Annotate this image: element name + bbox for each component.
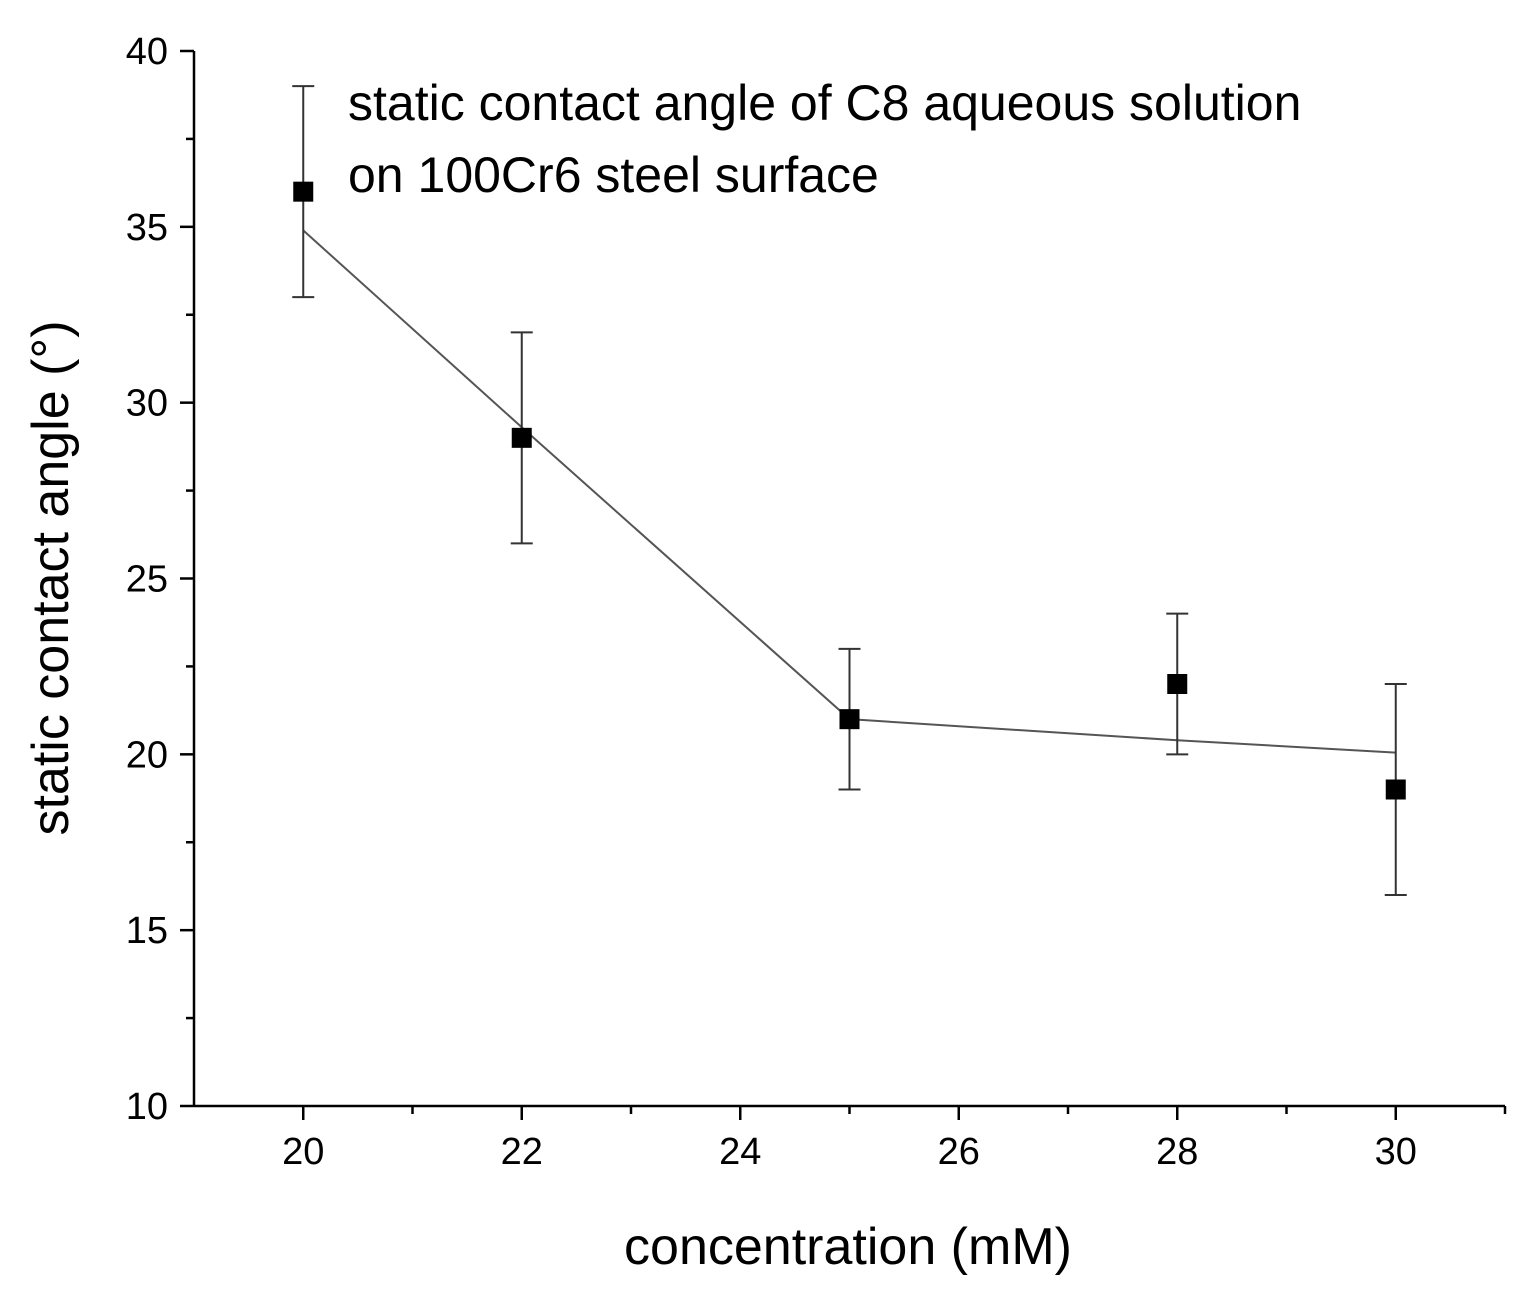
x-tick-label: 26 (938, 1131, 980, 1173)
y-axis-title: static contact angle (°) (22, 320, 80, 835)
y-tick-label: 20 (126, 734, 168, 776)
y-tick-label: 40 (126, 31, 168, 73)
data-point-marker (511, 427, 532, 448)
data-point-marker (839, 709, 860, 730)
error-bars (292, 85, 1407, 896)
x-tick-label: 20 (282, 1131, 324, 1173)
data-point-marker (1385, 779, 1406, 800)
y-tick-label: 30 (126, 383, 168, 425)
legend: static contact angle of C8 aqueous solut… (348, 75, 1301, 203)
y-tick-label: 10 (126, 1086, 168, 1128)
axes: 20 22 24 26 28 30 10 15 20 25 30 35 40 (126, 31, 1507, 1173)
x-tick-label: 28 (1156, 1131, 1198, 1173)
x-axis-title: concentration (mM) (624, 1218, 1072, 1276)
legend-line-2: on 100Cr6 steel surface (348, 147, 879, 203)
data-point-marker (1167, 674, 1188, 694)
x-tick-label: 24 (719, 1131, 761, 1173)
y-tick-label: 35 (126, 207, 168, 249)
data-point-marker (293, 181, 314, 202)
y-tick-label: 15 (126, 910, 168, 952)
x-tick-label: 22 (501, 1131, 543, 1173)
x-tick-label: 30 (1375, 1131, 1417, 1173)
y-tick-label: 25 (126, 559, 168, 601)
data-points (293, 181, 1406, 800)
legend-line-1: static contact angle of C8 aqueous solut… (348, 75, 1301, 131)
